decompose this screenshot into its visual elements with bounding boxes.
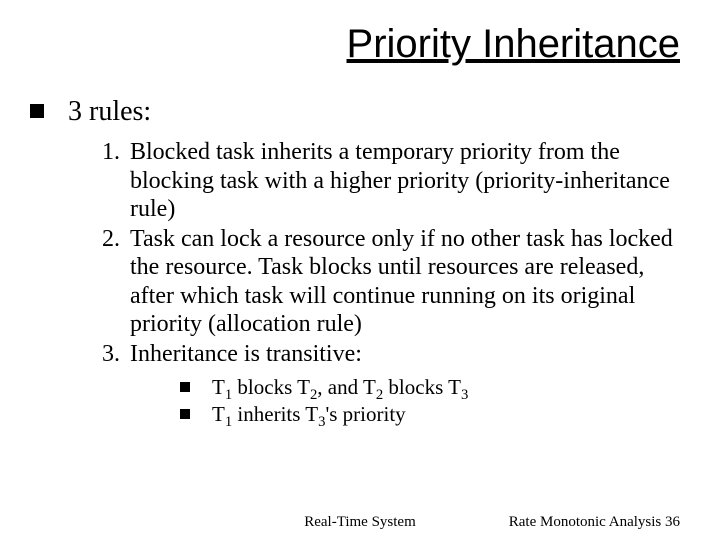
square-bullet-icon bbox=[180, 382, 190, 392]
footer-right: Rate Monotonic Analysis 36 bbox=[509, 514, 680, 531]
square-bullet-icon bbox=[30, 104, 44, 118]
sub-list-item: T1 inherits T3's priority bbox=[180, 402, 690, 427]
list-item: 1. Blocked task inherits a temporary pri… bbox=[90, 138, 690, 223]
list-number: 3. bbox=[90, 340, 120, 368]
list-item: 2. Task can lock a resource only if no o… bbox=[90, 225, 690, 338]
rules-list: 1. Blocked task inherits a temporary pri… bbox=[90, 138, 690, 369]
slide-body: 3 rules: 1. Blocked task inherits a temp… bbox=[30, 96, 690, 429]
list-number: 2. bbox=[90, 225, 120, 253]
sub-list: T1 blocks T2, and T2 blocks T3 T1 inheri… bbox=[180, 375, 690, 427]
square-bullet-icon bbox=[180, 409, 190, 419]
heading-row: 3 rules: bbox=[30, 96, 690, 128]
slide: Priority Inheritance 3 rules: 1. Blocked… bbox=[0, 0, 720, 540]
heading-text: 3 rules: bbox=[68, 96, 151, 128]
list-text: Blocked task inherits a temporary priori… bbox=[130, 138, 690, 223]
list-number: 1. bbox=[90, 138, 120, 166]
sub-list-text: T1 blocks T2, and T2 blocks T3 bbox=[212, 375, 468, 400]
sub-list-text: T1 inherits T3's priority bbox=[212, 402, 406, 427]
footer-center: Real-Time System bbox=[304, 514, 416, 531]
list-item: 3. Inheritance is transitive: bbox=[90, 340, 690, 368]
list-text: Inheritance is transitive: bbox=[130, 340, 362, 368]
sub-list-item: T1 blocks T2, and T2 blocks T3 bbox=[180, 375, 690, 400]
slide-title: Priority Inheritance bbox=[347, 22, 680, 67]
list-text: Task can lock a resource only if no othe… bbox=[130, 225, 690, 338]
